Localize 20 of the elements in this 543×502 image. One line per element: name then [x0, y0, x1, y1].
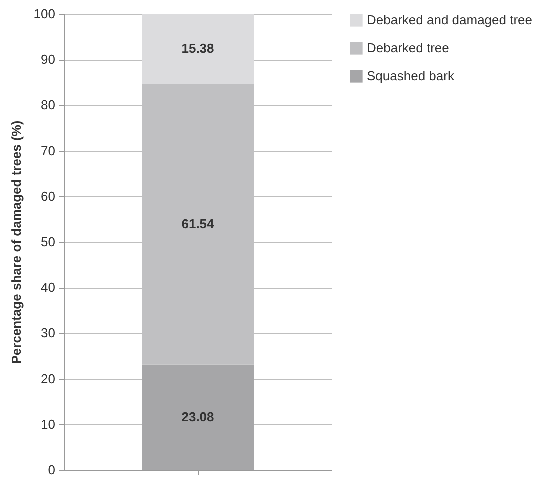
legend-label: Squashed bark — [367, 68, 455, 84]
y-tick-label: 60 — [41, 188, 56, 204]
legend-label: Debarked and damaged tree — [367, 12, 533, 28]
y-tick-label: 30 — [41, 326, 56, 341]
y-tick-label: 90 — [41, 52, 56, 68]
y-tick-label: 40 — [41, 280, 56, 296]
y-tick-label: 20 — [41, 371, 56, 386]
data-label: 23.08 — [182, 409, 214, 424]
legend-label: Debarked tree — [367, 40, 450, 56]
y-tick-label: 70 — [41, 143, 56, 158]
y-tick-label: 80 — [41, 98, 56, 113]
y-axis-title: Percentage share of damaged trees (%) — [8, 120, 24, 364]
y-tick-label: 100 — [34, 6, 56, 22]
data-label: 15.38 — [182, 41, 214, 56]
y-tick-label: 50 — [41, 234, 56, 250]
data-label: 61.54 — [182, 216, 216, 232]
bar — [142, 364, 254, 470]
y-tick-label: 0 — [48, 462, 56, 478]
y-tick-label: 10 — [41, 416, 56, 432]
bar — [142, 14, 254, 84]
